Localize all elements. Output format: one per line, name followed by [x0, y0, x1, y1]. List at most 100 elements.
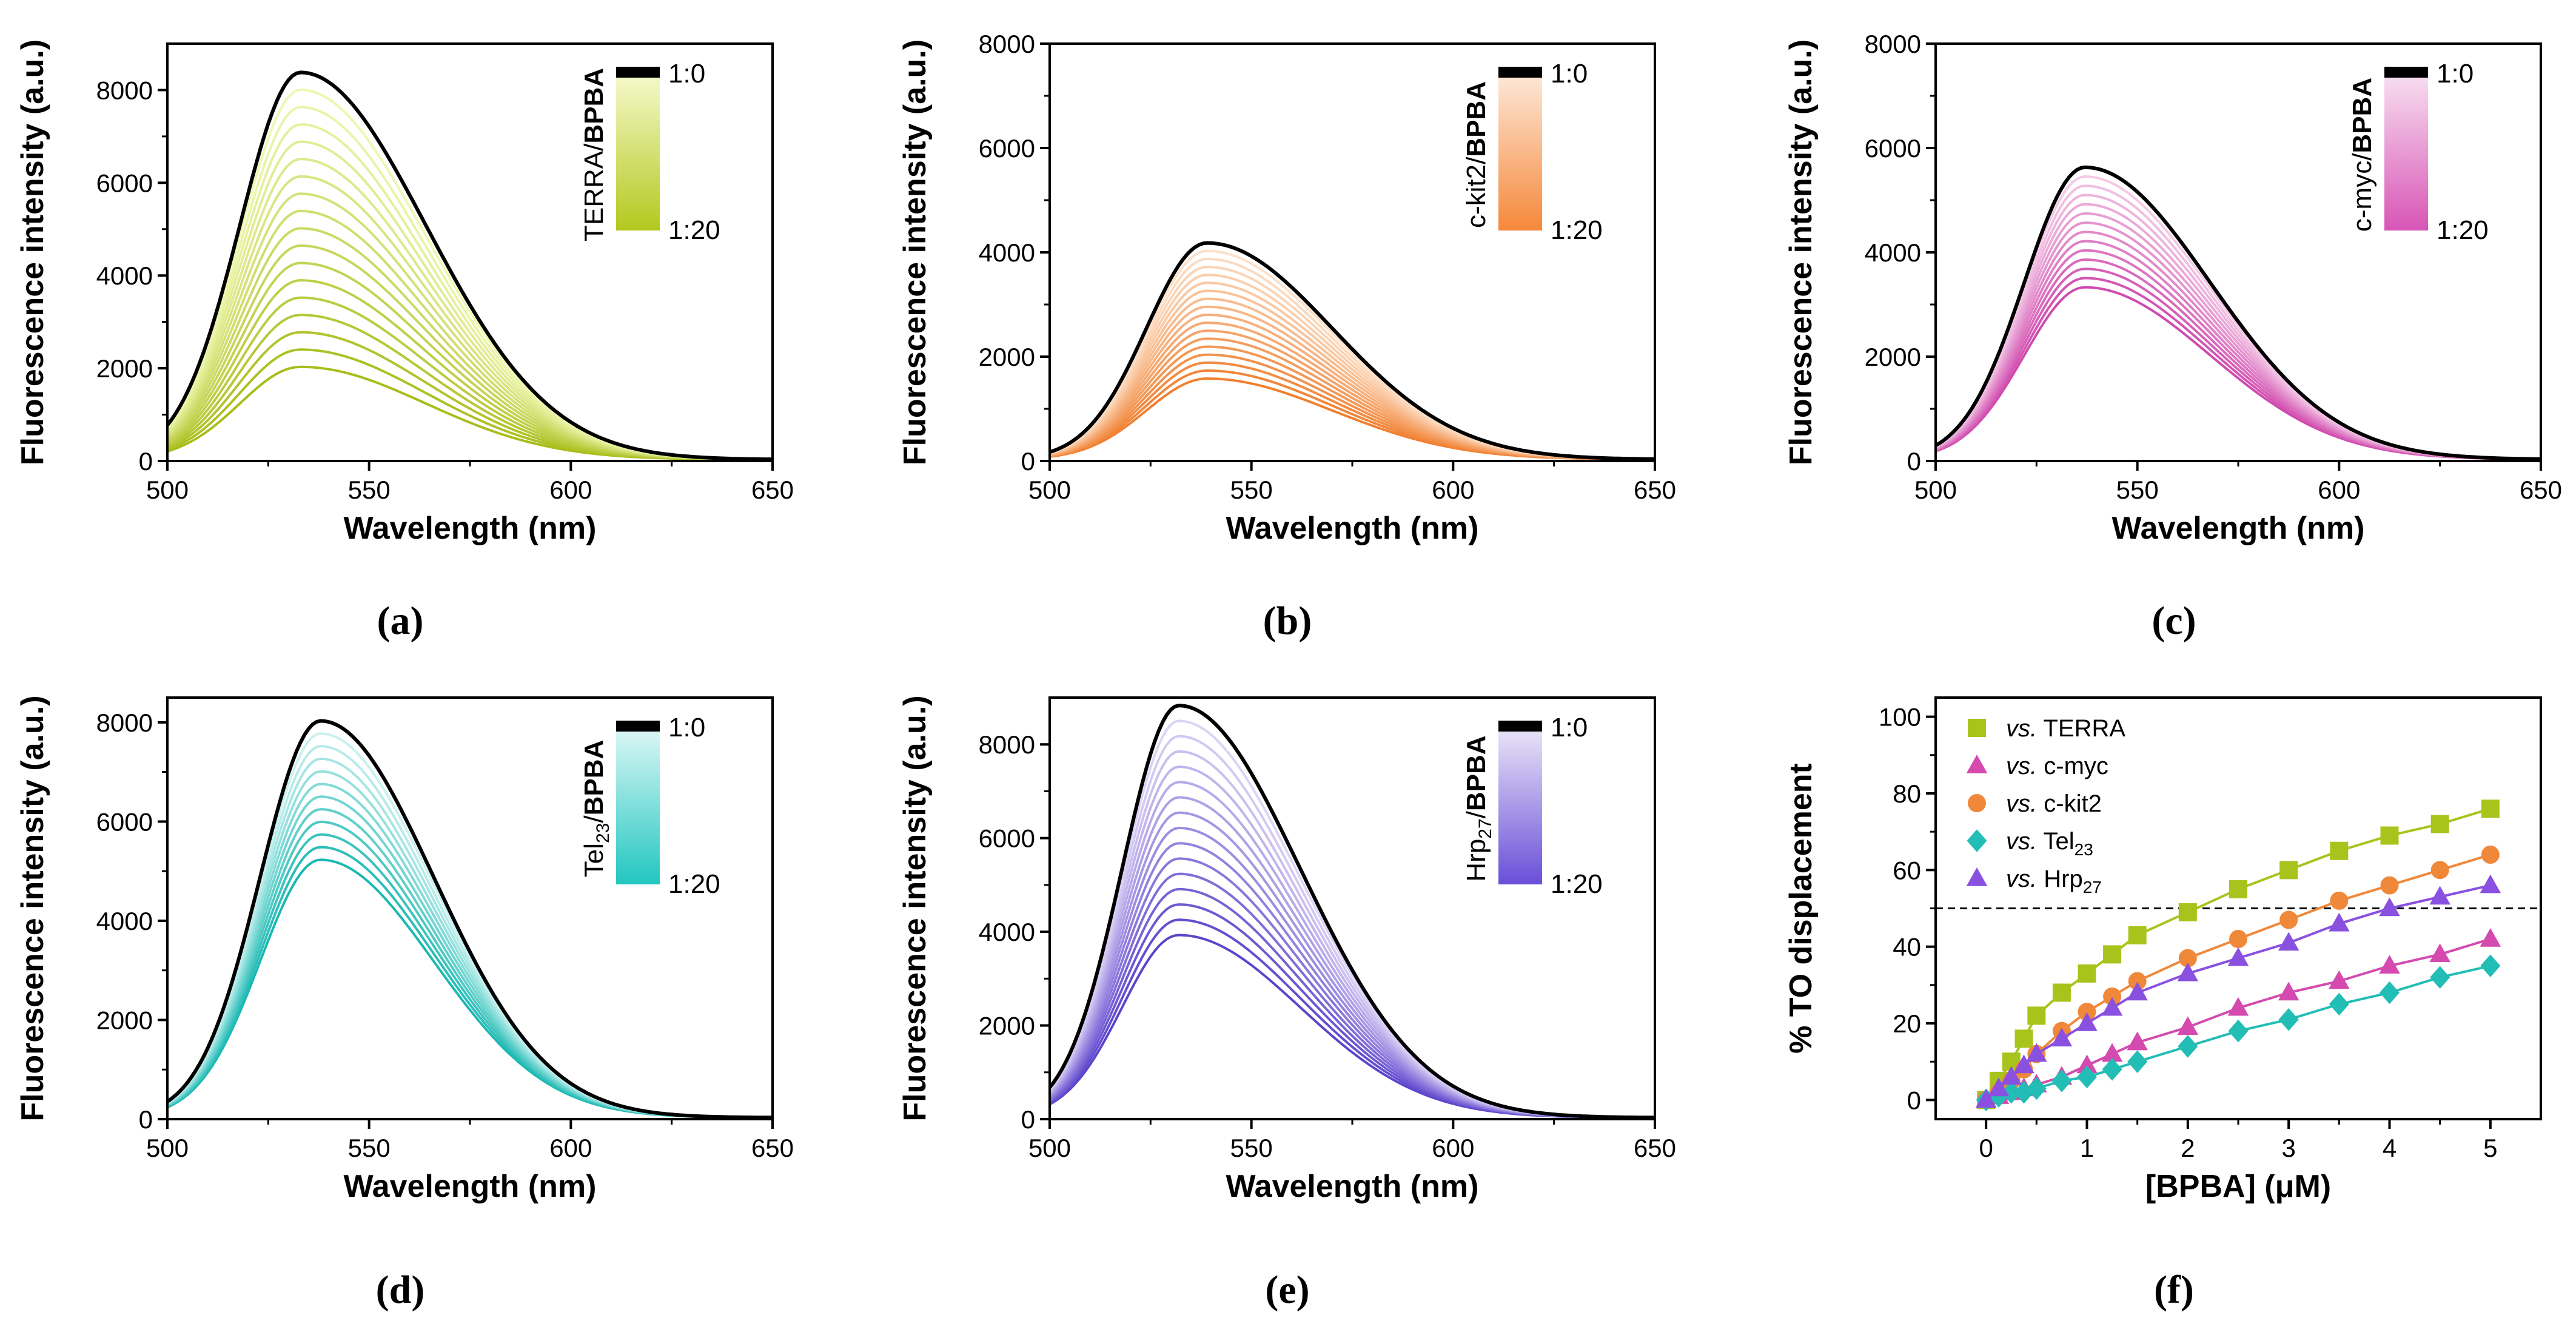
colorbar-label-top: 1:0 — [668, 59, 705, 89]
data-point — [2026, 1077, 2047, 1100]
colorbar-gradient — [616, 732, 660, 884]
y-tick-label: 60 — [1893, 856, 1921, 884]
data-point — [2429, 943, 2450, 963]
spectrum-curve — [1050, 796, 1655, 1119]
data-point — [2480, 928, 2501, 947]
y-tick-label: 2000 — [979, 1012, 1035, 1040]
data-point — [2481, 846, 2500, 864]
data-point — [2278, 981, 2299, 1001]
x-axis-title: [BPBA] (μM) — [2145, 1169, 2331, 1204]
data-point — [2379, 897, 2400, 917]
x-tick-label: 0 — [1979, 1134, 1993, 1162]
data-point — [2128, 926, 2147, 944]
data-point — [2178, 949, 2197, 968]
data-point — [2014, 1029, 2033, 1048]
spectra-series — [1050, 241, 1655, 461]
y-axis-title: Fluorescence intensity (a.u.) — [1783, 39, 1819, 465]
y-axis-title: Fluorescence intensity (a.u.) — [15, 39, 50, 465]
x-axis-title: Wavelength (nm) — [344, 511, 597, 546]
data-point — [2380, 826, 2399, 845]
series-tel — [1976, 954, 2501, 1112]
y-tick-label: 4000 — [979, 918, 1035, 946]
data-point — [2127, 1050, 2148, 1073]
x-axis-title: Wavelength (nm) — [1226, 1169, 1479, 1204]
plot-frame — [1048, 696, 1656, 1120]
panel-label: (d) — [376, 1268, 425, 1312]
spectrum-curve-free — [1050, 241, 1655, 461]
colorbar-label-top: 1:0 — [668, 713, 705, 742]
x-axis-title: Wavelength (nm) — [1226, 511, 1479, 546]
data-point — [2178, 903, 2197, 921]
y-tick-label: 4000 — [1865, 238, 1921, 267]
spectrum-curve — [167, 88, 773, 461]
y-tick-label: 2000 — [96, 1006, 153, 1034]
y-tick-label: 8000 — [979, 30, 1035, 58]
x-tick-label: 600 — [2318, 476, 2360, 504]
data-point — [2078, 964, 2096, 983]
spectrum-curve — [1050, 765, 1655, 1119]
data-point — [2430, 861, 2449, 880]
spectrum-curve-free — [1936, 165, 2541, 461]
data-point — [2177, 962, 2199, 981]
colorbar-label-top: 1:0 — [1551, 59, 1588, 89]
data-point — [2078, 1003, 2096, 1021]
colorbar-legend: 1:0 1:20 c-kit2/BPBA — [1461, 59, 1603, 245]
spectrum-curve-free — [1050, 704, 1655, 1119]
data-point — [2001, 1066, 2022, 1085]
x-tick-label: 550 — [348, 1134, 391, 1162]
data-point — [2127, 1031, 2148, 1051]
x-axis-title: Wavelength (nm) — [2112, 511, 2365, 546]
data-point — [2051, 1028, 2073, 1047]
panel-label: (b) — [1263, 599, 1312, 643]
x-tick-label: 500 — [146, 476, 189, 504]
data-point — [2076, 1012, 2098, 1031]
spectra-series — [167, 70, 773, 461]
colorbar-top-swatch — [616, 721, 660, 732]
data-point — [2027, 1006, 2046, 1025]
data-point — [2430, 815, 2449, 833]
data-point — [2278, 1008, 2299, 1031]
colorbar-label-top: 1:0 — [2437, 59, 2474, 89]
data-point — [2480, 874, 2501, 894]
y-tick-label: 6000 — [979, 824, 1035, 853]
data-point — [2051, 1069, 2072, 1092]
data-point — [2329, 912, 2350, 932]
colorbar-label-bottom: 1:20 — [668, 869, 720, 899]
colorbar-gradient — [2384, 78, 2428, 231]
x-tick-label: 1 — [2080, 1134, 2094, 1162]
y-tick-label: 0 — [139, 447, 153, 476]
data-point — [2329, 992, 2349, 1016]
y-tick-label: 8000 — [96, 708, 153, 737]
x-tick-label: 500 — [146, 1134, 189, 1162]
colorbar-label-top: 1:0 — [1551, 713, 1588, 742]
legend-marker — [1966, 867, 1988, 886]
data-point — [2013, 1054, 2034, 1074]
colorbar-label-bottom: 1:20 — [2437, 215, 2489, 245]
x-tick-label: 600 — [549, 1134, 592, 1162]
y-tick-label: 2000 — [979, 343, 1035, 371]
data-point — [2177, 1016, 2199, 1035]
colorbar-gradient — [1498, 732, 1542, 884]
series-c-kit2 — [1977, 846, 2500, 1109]
spectrum-curve — [167, 296, 773, 461]
y-tick-label: 8000 — [979, 730, 1035, 759]
plot-frame — [1934, 42, 2542, 462]
colorbar-title: Tel23/BPBA — [579, 740, 613, 878]
legend-marker — [1967, 829, 1987, 852]
colorbar-legend: 1:0 1:20 Tel23/BPBA — [579, 713, 720, 899]
x-tick-label: 650 — [1634, 476, 1676, 504]
data-point — [2001, 1081, 2022, 1104]
y-tick-label: 4000 — [96, 907, 153, 935]
y-tick-label: 80 — [1893, 779, 1921, 808]
data-point — [1988, 1077, 2010, 1097]
legend: vs. TERRA vs. c-myc vs. c-kit2 vs. Tel23 vs.… — [1966, 715, 2125, 897]
panel-c: 500 550 600 650 0 2000 4000 6000 8000 Wavelength … — [1783, 30, 2562, 643]
x-tick-label: 650 — [2520, 476, 2562, 504]
x-tick-label: 5 — [2483, 1134, 2497, 1162]
data-point — [2330, 891, 2349, 910]
spectrum-curve — [1050, 811, 1655, 1119]
colorbar-top-swatch — [1498, 67, 1542, 78]
data-point — [2330, 841, 2349, 860]
panel-f: 0 1 2 3 4 5 0 20 40 60 80 100 [BPBA] (μM) % TO displa… — [1783, 696, 2542, 1312]
y-tick-label: 0 — [1021, 447, 1035, 476]
